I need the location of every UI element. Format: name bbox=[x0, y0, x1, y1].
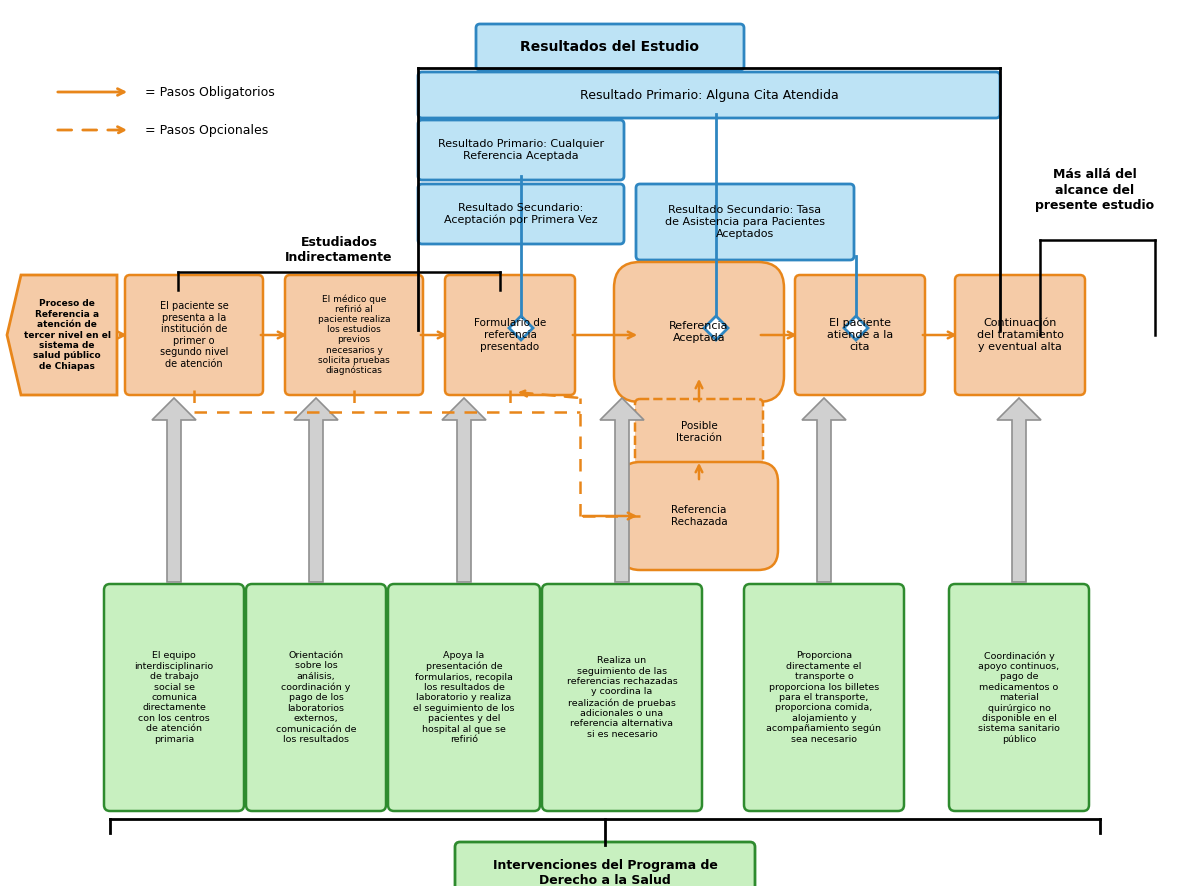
FancyBboxPatch shape bbox=[796, 275, 925, 395]
Text: Resultado Secundario: Tasa
de Asistencia para Pacientes
Aceptados: Resultado Secundario: Tasa de Asistencia… bbox=[665, 205, 826, 239]
FancyBboxPatch shape bbox=[635, 399, 763, 465]
Text: Más allá del
alcance del
presente estudio: Más allá del alcance del presente estudi… bbox=[1036, 168, 1154, 212]
FancyBboxPatch shape bbox=[542, 584, 702, 811]
Text: Referencia
Rechazada: Referencia Rechazada bbox=[671, 505, 727, 527]
Text: El paciente
atiende a la
cita: El paciente atiende a la cita bbox=[827, 318, 893, 352]
FancyBboxPatch shape bbox=[104, 584, 244, 811]
Text: Continuación
del tratamiento
y eventual alta: Continuación del tratamiento y eventual … bbox=[977, 318, 1063, 352]
Text: Proceso de
Referencia a
atención de
tercer nivel en el
sistema de
salud público
: Proceso de Referencia a atención de terc… bbox=[24, 299, 110, 370]
Text: Posible
Iteración: Posible Iteración bbox=[676, 421, 722, 443]
Text: Proporciona
directamente el
transporte o
proporciona los billetes
para el transp: Proporciona directamente el transporte o… bbox=[767, 651, 882, 743]
Text: El equipo
interdisciplinario
de trabajo
social se
comunica
directamente
con los : El equipo interdisciplinario de trabajo … bbox=[134, 651, 214, 743]
Polygon shape bbox=[600, 398, 644, 582]
Text: Resultado Primario: Cualquier
Referencia Aceptada: Resultado Primario: Cualquier Referencia… bbox=[438, 139, 604, 161]
FancyBboxPatch shape bbox=[949, 584, 1090, 811]
Polygon shape bbox=[7, 275, 118, 395]
Polygon shape bbox=[997, 398, 1042, 582]
Text: = Pasos Obligatorios: = Pasos Obligatorios bbox=[145, 86, 275, 98]
Text: Referencia
Aceptada: Referencia Aceptada bbox=[670, 321, 728, 343]
Text: Estudiados
Indirectamente: Estudiados Indirectamente bbox=[286, 236, 392, 264]
Polygon shape bbox=[294, 398, 338, 582]
FancyBboxPatch shape bbox=[418, 120, 624, 180]
Text: Formulario de
referencia
presentado: Formulario de referencia presentado bbox=[474, 318, 546, 352]
FancyBboxPatch shape bbox=[418, 72, 1000, 118]
FancyBboxPatch shape bbox=[744, 584, 904, 811]
FancyBboxPatch shape bbox=[620, 462, 778, 570]
Text: El médico que
refirió al
paciente realiza
los estudios
previos
necesarios y
soli: El médico que refirió al paciente realiz… bbox=[318, 295, 390, 375]
FancyBboxPatch shape bbox=[418, 184, 624, 244]
Polygon shape bbox=[704, 316, 728, 340]
FancyBboxPatch shape bbox=[455, 842, 755, 886]
Polygon shape bbox=[152, 398, 196, 582]
Polygon shape bbox=[442, 398, 486, 582]
Text: Apoya la
presentación de
formularios, recopila
los resultados de
laboratorio y r: Apoya la presentación de formularios, re… bbox=[413, 651, 515, 744]
FancyBboxPatch shape bbox=[445, 275, 575, 395]
Text: = Pasos Opcionales: = Pasos Opcionales bbox=[145, 123, 269, 136]
Text: Resultado Secundario:
Aceptación por Primera Vez: Resultado Secundario: Aceptación por Pri… bbox=[444, 203, 598, 225]
Polygon shape bbox=[844, 316, 868, 340]
FancyBboxPatch shape bbox=[614, 262, 784, 402]
Text: Orientación
sobre los
análisis,
coordinación y
pago de los
laboratorios
externos: Orientación sobre los análisis, coordina… bbox=[276, 651, 356, 744]
FancyBboxPatch shape bbox=[246, 584, 386, 811]
Text: Coordinación y
apoyo continuos,
pago de
medicamentos o
material
quirúrgico no
di: Coordinación y apoyo continuos, pago de … bbox=[978, 651, 1060, 744]
Text: Resultados del Estudio: Resultados del Estudio bbox=[521, 40, 700, 54]
FancyBboxPatch shape bbox=[388, 584, 540, 811]
Text: Realiza un
seguimiento de las
referencias rechazadas
y coordina la
realización d: Realiza un seguimiento de las referencia… bbox=[566, 657, 677, 739]
FancyBboxPatch shape bbox=[476, 24, 744, 70]
Text: El paciente se
presenta a la
institución de
primer o
segundo nivel
de atención: El paciente se presenta a la institución… bbox=[160, 301, 228, 369]
Polygon shape bbox=[509, 316, 533, 340]
FancyBboxPatch shape bbox=[955, 275, 1085, 395]
Text: Intervenciones del Programa de
Derecho a la Salud: Intervenciones del Programa de Derecho a… bbox=[492, 859, 718, 886]
FancyBboxPatch shape bbox=[286, 275, 424, 395]
FancyBboxPatch shape bbox=[636, 184, 854, 260]
Text: Resultado Primario: Alguna Cita Atendida: Resultado Primario: Alguna Cita Atendida bbox=[580, 89, 839, 102]
FancyBboxPatch shape bbox=[125, 275, 263, 395]
Polygon shape bbox=[802, 398, 846, 582]
